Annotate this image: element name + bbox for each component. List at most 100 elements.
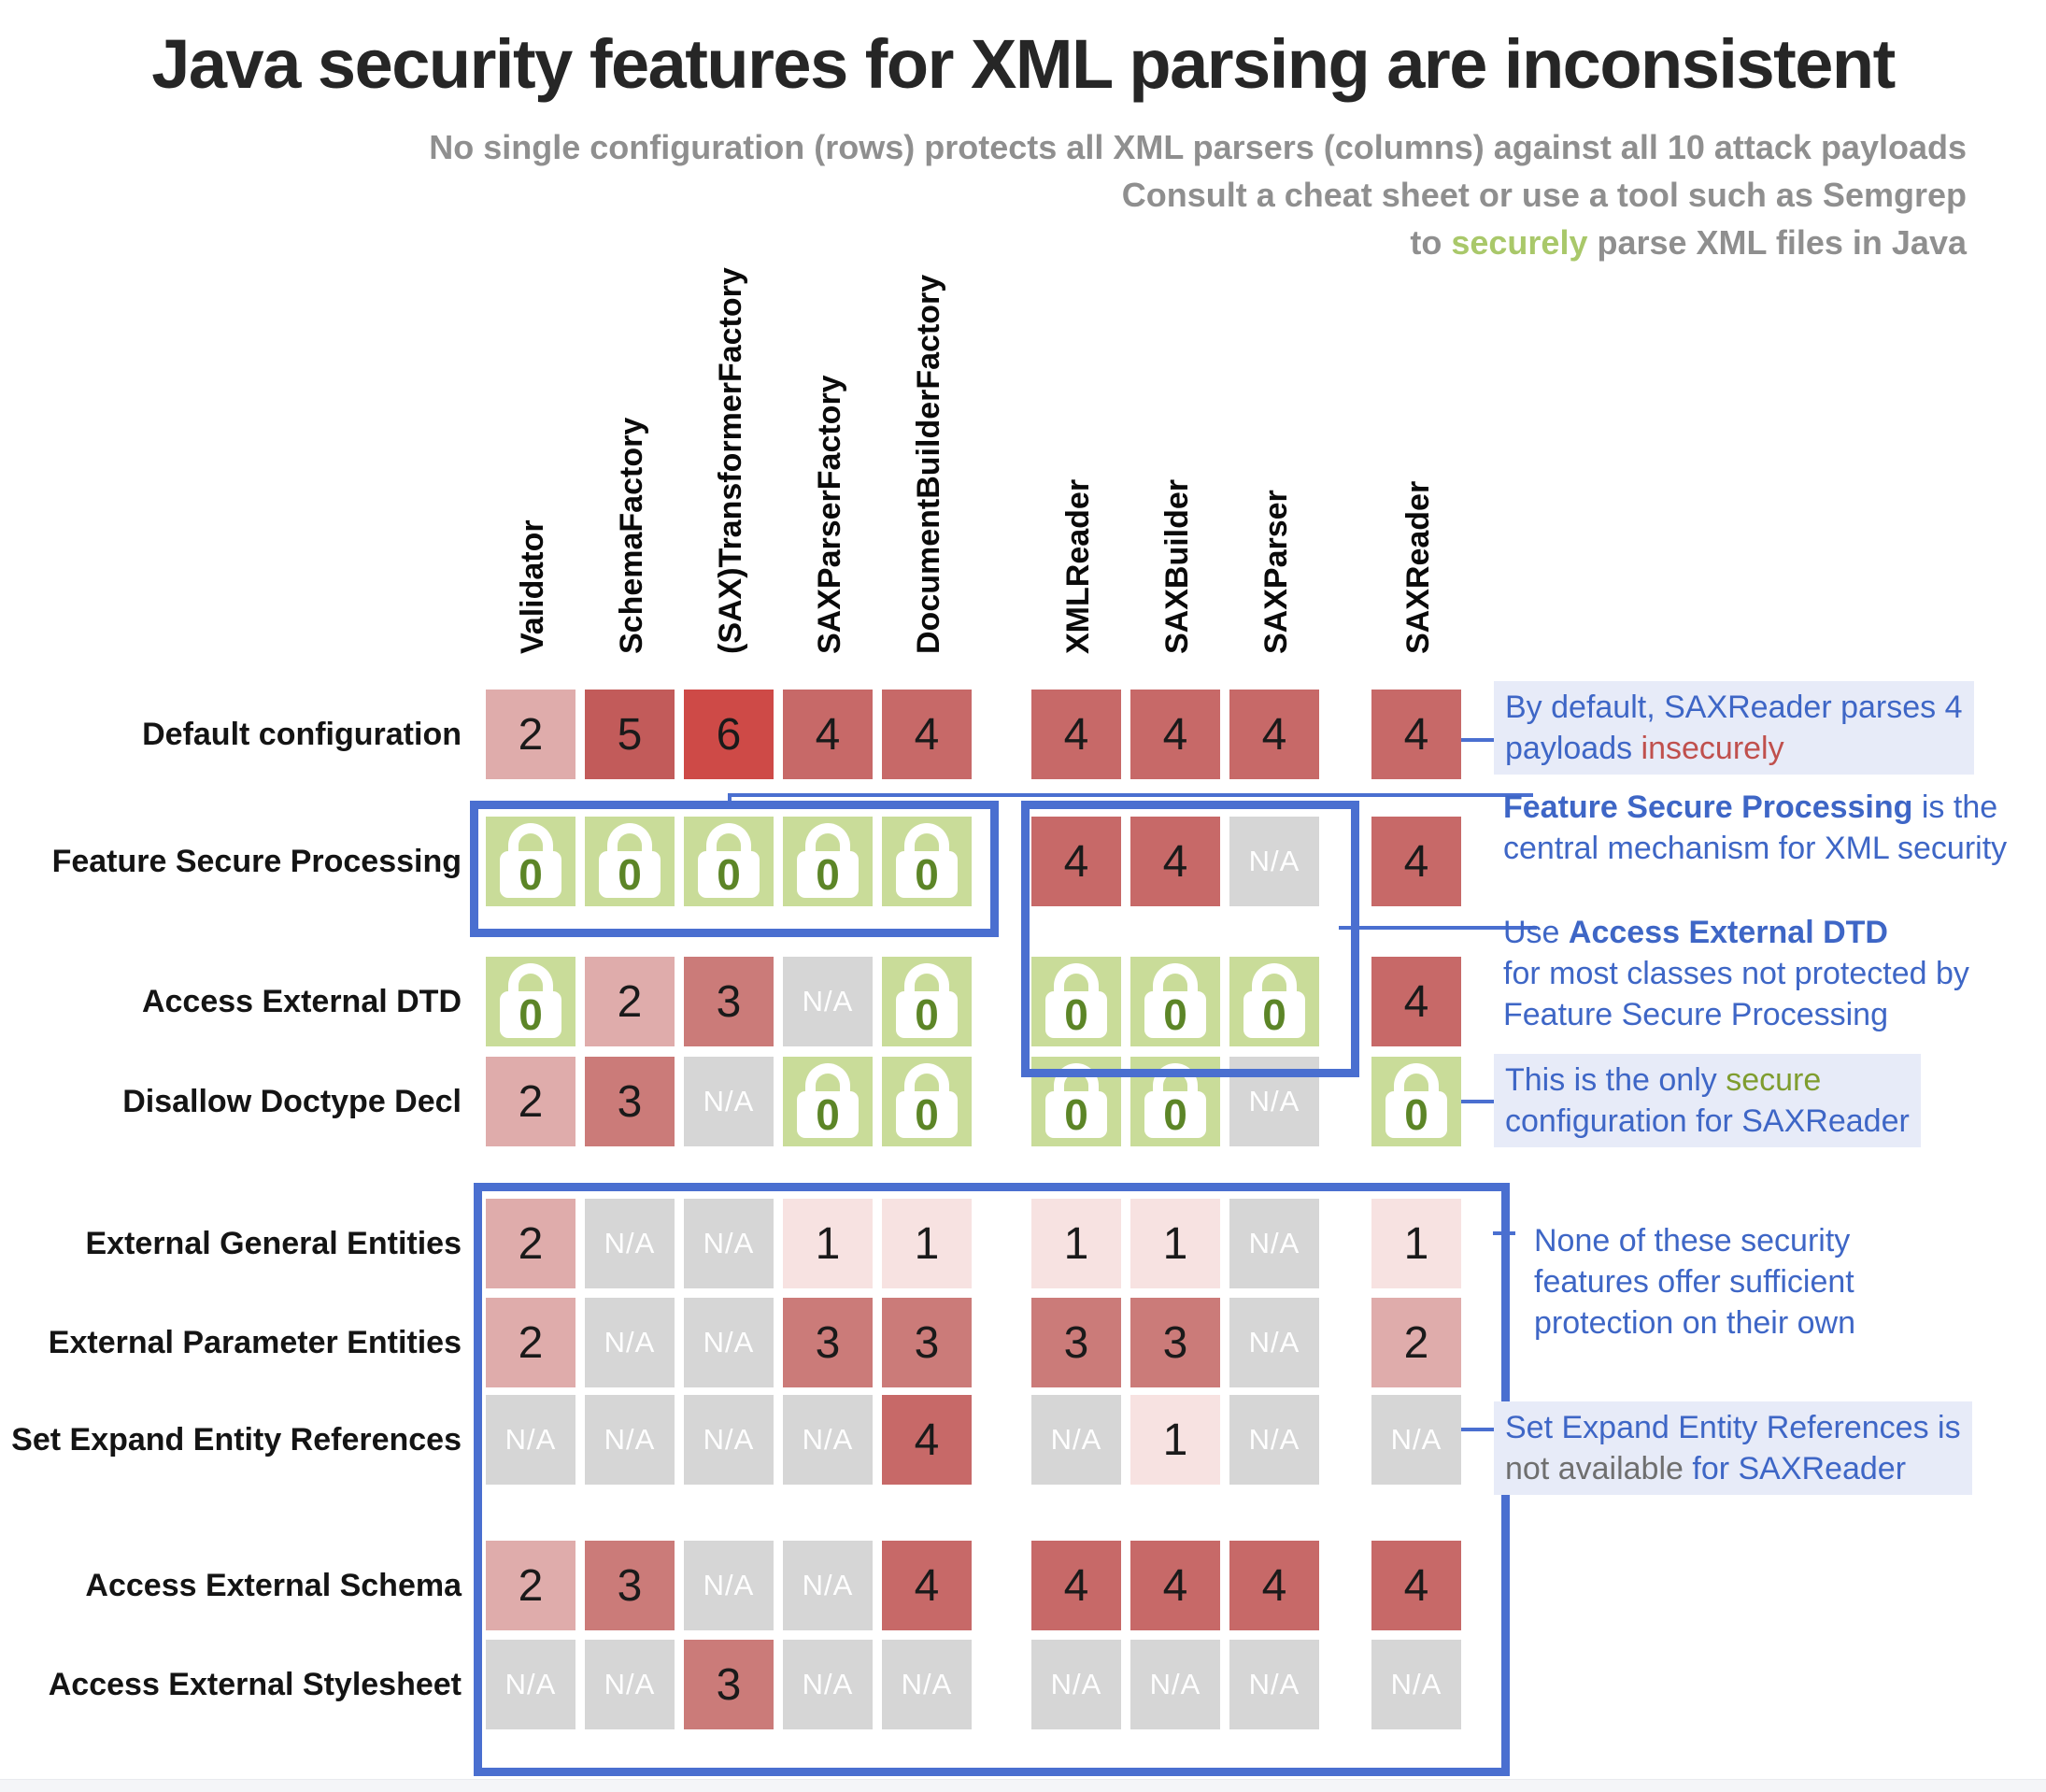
lock-icon-body: 0: [1045, 1091, 1107, 1138]
matrix-cell-r8-c6: N/A: [1130, 1640, 1220, 1729]
annotation-text: Feature Secure Processing: [1503, 789, 1913, 825]
lock-icon: [1153, 1063, 1198, 1113]
matrix-cell-r5-c2: N/A: [684, 1298, 774, 1387]
matrix-cell-r0-c6: 4: [1130, 690, 1220, 779]
row-label-default-configuration: Default configuration: [142, 717, 462, 752]
annotation-emphasis: not available: [1505, 1451, 1684, 1486]
matrix-cell-r3-c4: 0: [882, 1057, 972, 1146]
annotation-line: central mechanism for XML security: [1503, 828, 2007, 869]
matrix-cell-r4-c7: N/A: [1229, 1199, 1319, 1288]
annotation-text: By default, SAXReader parses 4: [1505, 690, 1963, 725]
connector-fsp-vertical-tick: [728, 793, 732, 806]
annotation-text: is the: [1912, 789, 1998, 825]
lock-icon: [1054, 1063, 1099, 1113]
connector-none-sufficient: [1493, 1231, 1515, 1235]
lock-icon: [1252, 963, 1297, 1013]
annotation-text: Set Expand Entity References is: [1505, 1410, 1961, 1445]
matrix-cell-r0-c4: 4: [882, 690, 972, 779]
lock-icon: [1153, 963, 1198, 1013]
annotation-line: features offer sufficient: [1534, 1261, 1855, 1302]
matrix-cell-r4-c4: 1: [882, 1199, 972, 1288]
matrix-cell-r2-c6: 0: [1130, 957, 1220, 1046]
lock-zero-value: 0: [618, 850, 642, 899]
annotation-line: for most classes not protected by: [1503, 953, 1969, 994]
row-label-access-external-stylesheet: Access External Stylesheet: [48, 1667, 462, 1702]
lock-icon-body: 0: [1045, 991, 1107, 1038]
annotation-line: Use Access External DTD: [1503, 912, 1969, 953]
lock-zero-value: 0: [816, 850, 840, 899]
lock-icon-body: 0: [797, 851, 859, 898]
connector-seer-not-available: [1461, 1428, 1504, 1431]
connector-disallow-doctype: [1461, 1100, 1504, 1103]
matrix-cell-r3-c2: N/A: [684, 1057, 774, 1146]
matrix-cell-r4-c2: N/A: [684, 1199, 774, 1288]
matrix-cell-r6-c6: 1: [1130, 1395, 1220, 1485]
matrix-cell-r5-c0: 2: [486, 1298, 575, 1387]
matrix-cell-r4-c1: N/A: [585, 1199, 675, 1288]
subtitle-securely-highlight: securely: [1451, 223, 1588, 262]
lock-icon-body: 0: [1144, 1091, 1206, 1138]
matrix-cell-r7-c3: N/A: [783, 1541, 873, 1630]
matrix-cell-r1-c2: 0: [684, 817, 774, 906]
matrix-cell-r4-c0: 2: [486, 1199, 575, 1288]
matrix-cell-r7-c7: 4: [1229, 1541, 1319, 1630]
annotation-line: payloads insecurely: [1505, 728, 1963, 769]
lock-zero-value: 0: [519, 990, 543, 1039]
annotation-line: Feature Secure Processing is the: [1503, 787, 2007, 828]
matrix-cell-r5-c8: 2: [1371, 1298, 1461, 1387]
lock-icon-body: 0: [896, 851, 958, 898]
annotation-none-sufficient: None of these security features offer suf…: [1534, 1220, 1855, 1344]
lock-icon: [607, 823, 652, 873]
matrix-cell-r7-c1: 3: [585, 1541, 675, 1630]
row-label-disallow-doctype-decl: Disallow Doctype Decl: [122, 1084, 462, 1119]
annotation-text: central mechanism for XML security: [1503, 831, 2008, 866]
lock-zero-value: 0: [915, 1090, 939, 1139]
matrix-cell-r4-c5: 1: [1031, 1199, 1121, 1288]
annotation-line: protection on their own: [1534, 1302, 1855, 1344]
annotation-text: for SAXReader: [1683, 1451, 1907, 1486]
row-label-external-parameter-entities: External Parameter Entities: [48, 1325, 462, 1360]
lock-icon-body: 0: [500, 991, 561, 1038]
annotation-use-access-external-dtd: Use Access External DTD for most classes …: [1503, 912, 1969, 1035]
outline-box-xmlreader-saxbuilder-saxparser: [1021, 801, 1359, 1077]
matrix-cell-r1-c7: N/A: [1229, 817, 1319, 906]
bottom-edge-strip: [0, 1779, 2046, 1792]
lock-icon-body: 0: [1243, 991, 1305, 1038]
annotation-seer-not-available: Set Expand Entity References is not avail…: [1494, 1401, 1972, 1495]
matrix-cell-r1-c3: 0: [783, 817, 873, 906]
lock-zero-value: 0: [1404, 1090, 1428, 1139]
matrix-cell-r7-c6: 4: [1130, 1541, 1220, 1630]
column-header-saxparserfactory: SAXParserFactory: [812, 375, 847, 654]
lock-icon-body: 0: [1144, 991, 1206, 1038]
row-label-set-expand-entity-references: Set Expand Entity References: [11, 1422, 462, 1458]
matrix-cell-r4-c3: 1: [783, 1199, 873, 1288]
lock-icon: [805, 823, 850, 873]
lock-icon: [1054, 963, 1099, 1013]
subtitle-line-2: Consult a cheat sheet or use a tool such…: [1121, 176, 1967, 214]
matrix-cell-r3-c0: 2: [486, 1057, 575, 1146]
matrix-cell-r5-c6: 3: [1130, 1298, 1220, 1387]
annotation-text: Access External DTD: [1568, 915, 1888, 950]
column-header--sax-transformerfactory: (SAX)TransformerFactory: [713, 267, 748, 654]
annotation-default-saxreader: By default, SAXReader parses 4 payloads i…: [1494, 681, 1974, 775]
annotation-line: Set Expand Entity References is: [1505, 1407, 1961, 1448]
matrix-cell-r8-c5: N/A: [1031, 1640, 1121, 1729]
annotation-text: This is the only: [1505, 1062, 1726, 1098]
matrix-cell-r5-c3: 3: [783, 1298, 873, 1387]
lock-zero-value: 0: [1163, 1090, 1187, 1139]
matrix-cell-r8-c1: N/A: [585, 1640, 675, 1729]
matrix-cell-r6-c1: N/A: [585, 1395, 675, 1485]
lock-icon-body: 0: [599, 851, 661, 898]
matrix-cell-r8-c8: N/A: [1371, 1640, 1461, 1729]
lock-zero-value: 0: [717, 850, 741, 899]
matrix-cell-r7-c2: N/A: [684, 1541, 774, 1630]
column-header-xmlreader: XMLReader: [1060, 478, 1096, 654]
page-title: Java security features for XML parsing a…: [151, 25, 1896, 103]
matrix-cell-r3-c8: 0: [1371, 1057, 1461, 1146]
annotation-line: not available for SAXReader: [1505, 1448, 1961, 1489]
lock-icon: [904, 823, 949, 873]
column-header-validator: Validator: [515, 519, 550, 654]
matrix-cell-r0-c5: 4: [1031, 690, 1121, 779]
matrix-cell-r0-c8: 4: [1371, 690, 1461, 779]
row-label-external-general-entities: External General Entities: [85, 1226, 462, 1261]
